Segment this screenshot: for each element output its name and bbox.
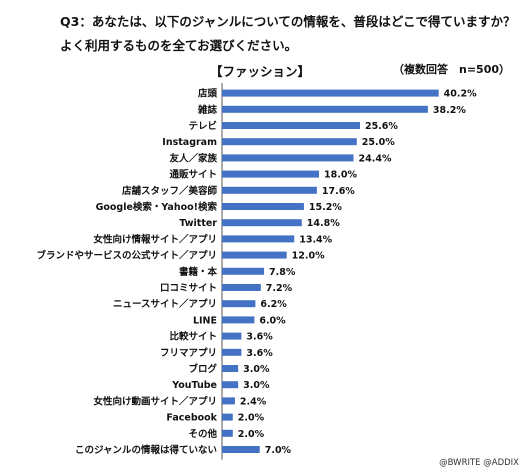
category-label: フリマアプリ bbox=[160, 347, 217, 359]
data-label: 38.2% bbox=[433, 105, 466, 116]
category-label: ブログ bbox=[188, 363, 217, 375]
bar bbox=[222, 446, 260, 453]
category-label: 通販サイト bbox=[169, 169, 217, 181]
data-label: 2.4% bbox=[240, 396, 267, 407]
bar bbox=[222, 365, 239, 372]
data-label: 25.0% bbox=[362, 137, 395, 148]
bar bbox=[222, 413, 233, 421]
bar bbox=[222, 154, 354, 162]
category-label: 比較サイト bbox=[169, 331, 217, 343]
data-label: 3.6% bbox=[246, 348, 273, 359]
bar bbox=[222, 138, 357, 146]
bar bbox=[222, 397, 235, 405]
data-label: 24.4% bbox=[359, 153, 392, 164]
bar bbox=[222, 316, 255, 324]
bar bbox=[222, 235, 295, 243]
category-label: 書籍・本 bbox=[179, 266, 218, 278]
data-label: 6.2% bbox=[260, 299, 287, 310]
category-label: 口コミサイト bbox=[160, 283, 217, 294]
category-label: このジャンルの情報は得ていない bbox=[75, 444, 217, 456]
bar bbox=[222, 122, 360, 129]
data-label: 15.2% bbox=[309, 202, 342, 213]
category-label: ニュースサイト／アプリ bbox=[113, 298, 217, 310]
bar bbox=[222, 348, 242, 356]
data-label: 6.0% bbox=[259, 315, 286, 326]
bar bbox=[222, 284, 261, 291]
category-label: Twitter bbox=[179, 218, 217, 229]
data-label: 7.0% bbox=[265, 445, 292, 456]
category-label: 友人／家族 bbox=[168, 152, 217, 164]
data-label: 2.0% bbox=[238, 429, 265, 440]
category-label: 女性向け情報サイト／アプリ bbox=[93, 233, 217, 245]
question-text: Q3：あなたは、以下のジャンルについての情報を、普段はどこで得ていますか？ よく… bbox=[60, 10, 515, 58]
category-label: ブランドやサービスの公式サイト／アプリ bbox=[36, 250, 217, 262]
data-label: 3.0% bbox=[243, 380, 270, 391]
category-label: Facebook bbox=[166, 413, 217, 424]
data-label: 12.0% bbox=[292, 251, 325, 262]
bar bbox=[222, 186, 317, 194]
category-label: YouTube bbox=[171, 380, 217, 391]
data-label: 7.2% bbox=[266, 283, 293, 294]
data-label: 13.4% bbox=[299, 234, 332, 245]
bar bbox=[222, 267, 265, 275]
data-label: 17.6% bbox=[322, 186, 355, 197]
bar bbox=[222, 251, 287, 259]
category-label: 店舗スタッフ／美容師 bbox=[122, 185, 218, 197]
category-label: Instagram bbox=[162, 137, 217, 148]
data-label: 25.6% bbox=[365, 121, 398, 132]
bar bbox=[222, 203, 304, 210]
category-label: LINE bbox=[193, 315, 217, 326]
sample-note: （複数回答 n=500） bbox=[393, 63, 511, 76]
category-label: テレビ bbox=[188, 120, 217, 132]
data-label: 14.8% bbox=[307, 218, 340, 229]
bar bbox=[222, 300, 256, 308]
data-label: 3.0% bbox=[243, 364, 270, 375]
bar bbox=[222, 332, 242, 340]
data-label: 7.8% bbox=[269, 267, 296, 278]
question-line-1: Q3：あなたは、以下のジャンルについての情報を、普段はどこで得ていますか？ bbox=[60, 14, 516, 29]
question-line-2: よく利用するものを全てお選びください。 bbox=[60, 38, 298, 53]
data-label: 40.2% bbox=[444, 89, 477, 100]
bar bbox=[222, 170, 320, 178]
bar bbox=[222, 89, 439, 97]
data-label: 18.0% bbox=[324, 170, 357, 181]
category-label: Google検索・Yahoo!検索 bbox=[96, 201, 218, 213]
bar bbox=[222, 381, 239, 389]
data-label: 3.6% bbox=[246, 332, 273, 343]
bar bbox=[222, 105, 428, 113]
category-label: 店頭 bbox=[198, 88, 218, 100]
chart-subtitle: 【ファッション】 bbox=[210, 64, 311, 79]
category-label: 雑誌 bbox=[197, 104, 218, 116]
category-label: その他 bbox=[188, 428, 217, 440]
bar bbox=[222, 219, 302, 227]
credit-text: @BWRITE @ADDIX bbox=[439, 458, 519, 468]
category-label: 女性向け動画サイト／アプリ bbox=[93, 395, 217, 407]
data-label: 2.0% bbox=[238, 413, 265, 424]
bar bbox=[222, 429, 233, 437]
